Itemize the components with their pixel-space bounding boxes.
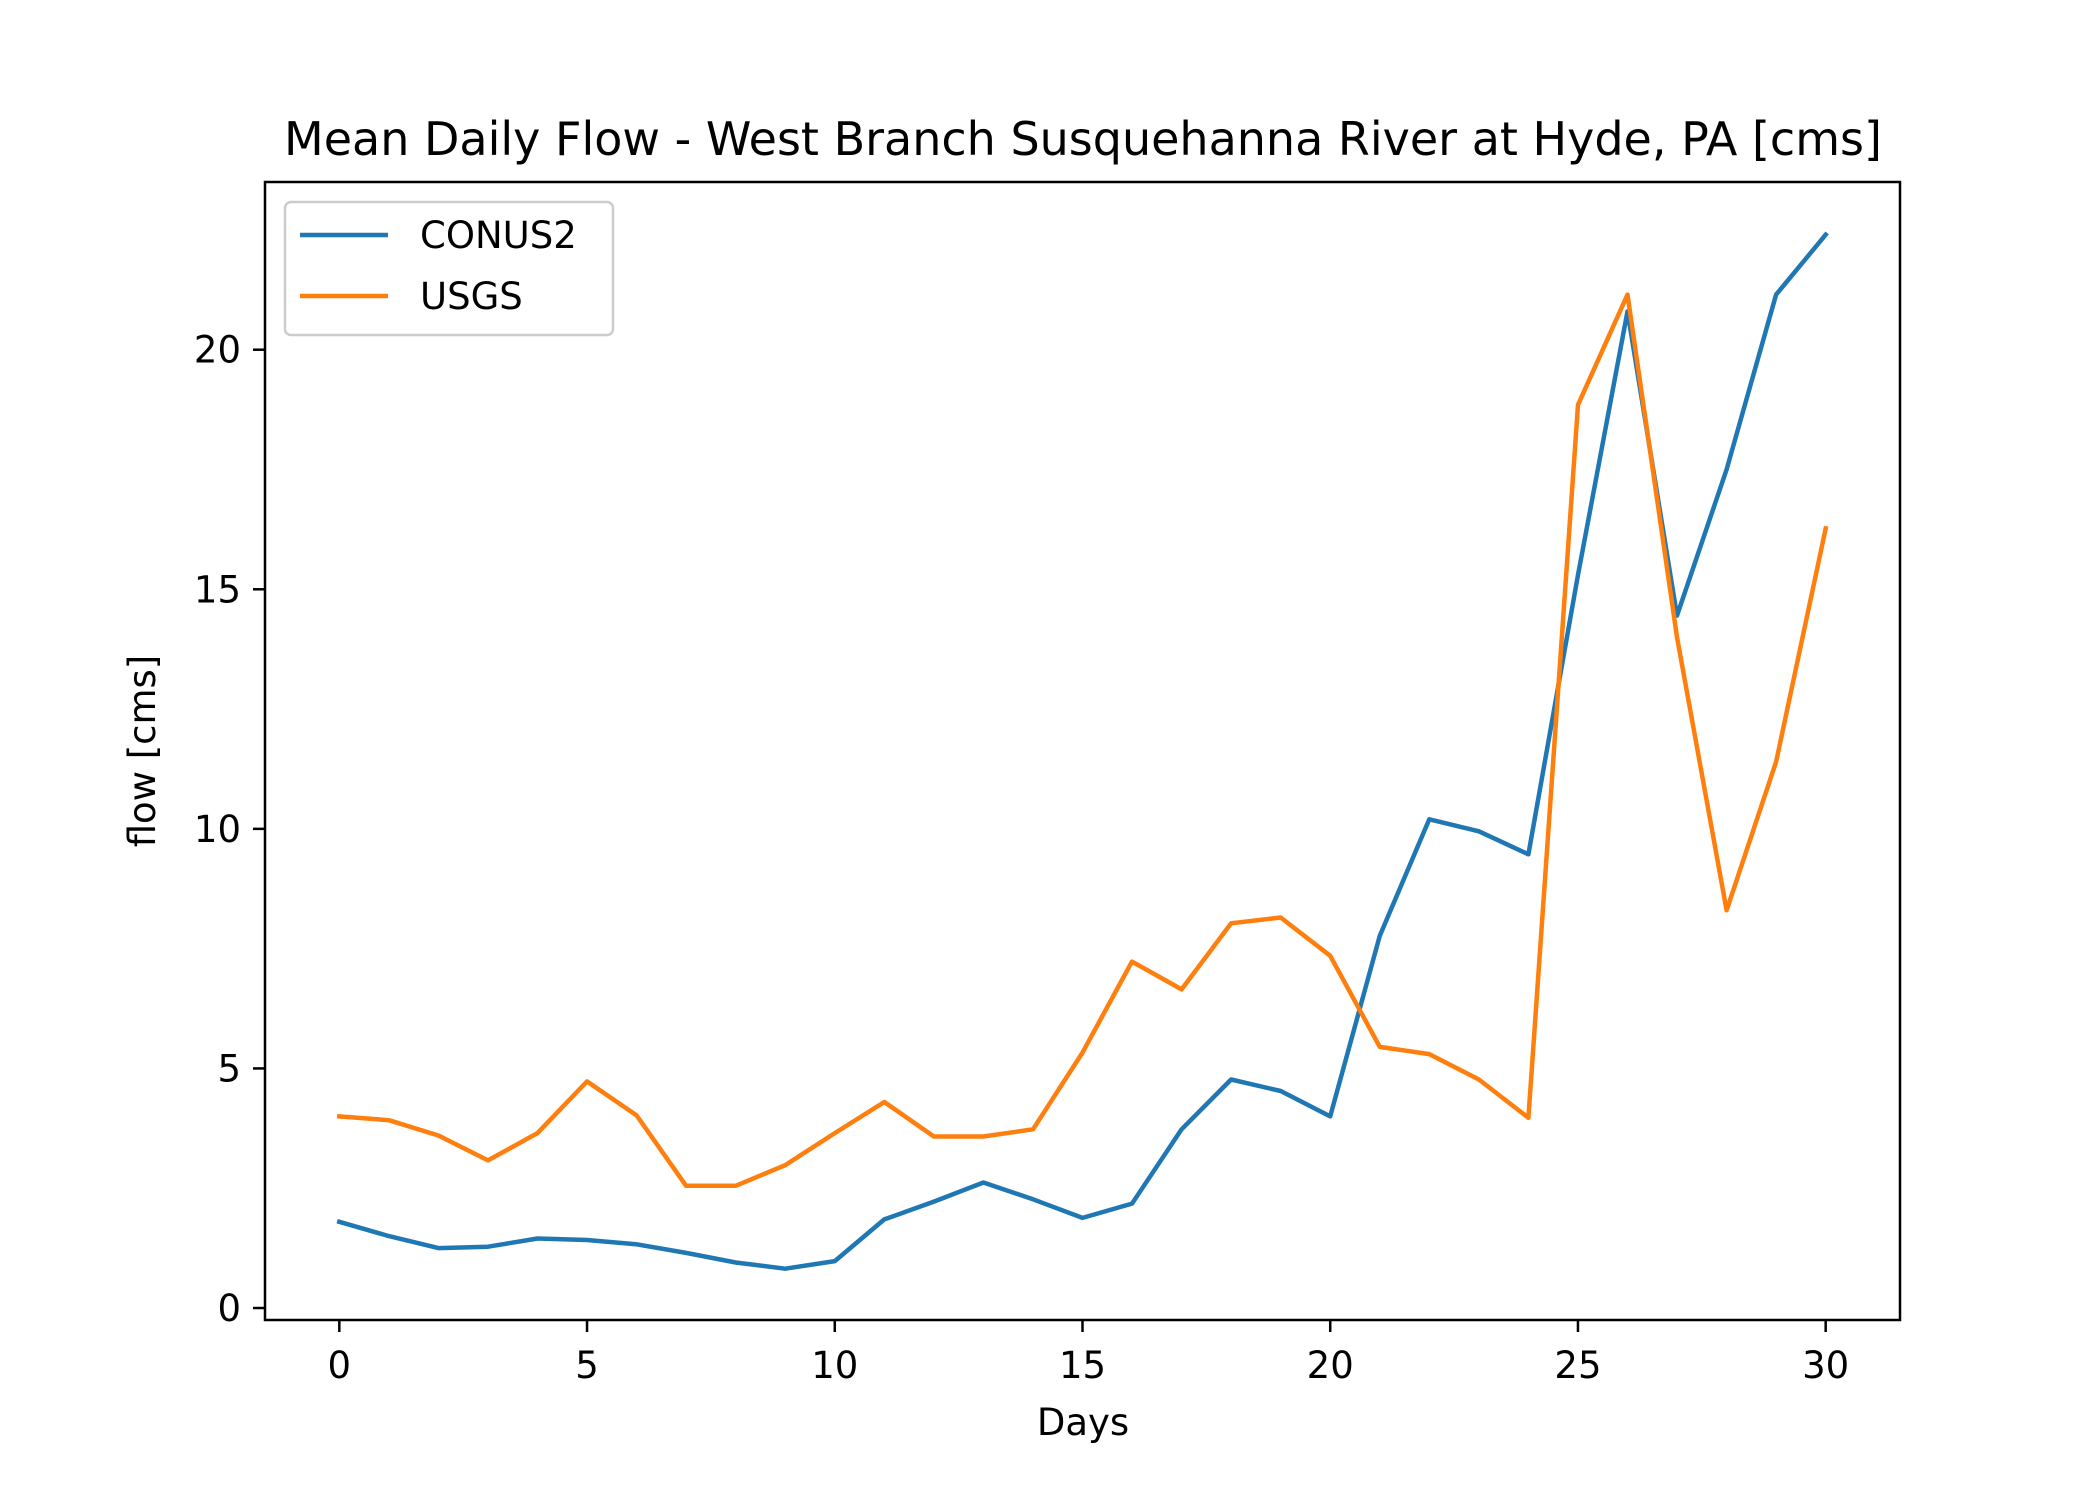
x-tick-label: 20 xyxy=(1307,1344,1354,1387)
y-tick-label: 10 xyxy=(194,808,241,851)
x-tick-label: 0 xyxy=(328,1344,352,1387)
x-tick-label: 25 xyxy=(1554,1344,1601,1387)
chart-title: Mean Daily Flow - West Branch Susquehann… xyxy=(284,112,1882,166)
x-tick-label: 15 xyxy=(1059,1344,1106,1387)
y-tick-label: 5 xyxy=(217,1047,241,1090)
y-tick-label: 0 xyxy=(217,1287,241,1330)
axis-ticks: 0 5 10 15 20 25 30 0 5 10 15 20 xyxy=(194,329,1849,1387)
y-axis-label: flow [cms] xyxy=(121,655,164,848)
plot-area xyxy=(336,231,1829,1271)
legend-label-conus2: CONUS2 xyxy=(420,214,577,257)
x-tick-label: 10 xyxy=(811,1344,858,1387)
legend: CONUS2 USGS xyxy=(283,200,615,337)
series-line-usgs xyxy=(336,292,1829,1189)
x-axis-label: Days xyxy=(1037,1401,1129,1444)
x-tick-label: 30 xyxy=(1802,1344,1849,1387)
legend-label-usgs: USGS xyxy=(420,275,523,318)
x-tick-label: 5 xyxy=(575,1344,599,1387)
series-line-conus2 xyxy=(336,231,1829,1271)
y-tick-label: 20 xyxy=(194,329,241,372)
y-tick-label: 15 xyxy=(194,568,241,611)
